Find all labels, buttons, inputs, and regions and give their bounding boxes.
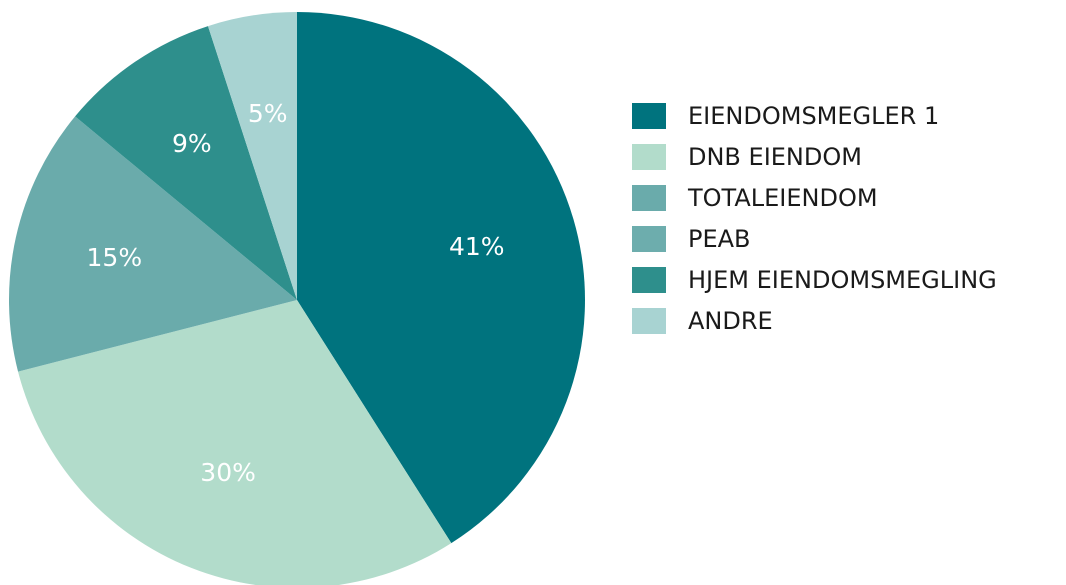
pie-slice [9, 116, 297, 372]
slice-label: 15% [87, 243, 143, 272]
legend-label: EIENDOMSMEGLER 1 [688, 102, 939, 130]
legend-label: DNB EIENDOM [688, 143, 862, 171]
legend-label: ANDRE [688, 307, 773, 335]
legend-swatch [632, 226, 666, 252]
pie-slice [208, 12, 297, 300]
slice-label: 5% [248, 99, 288, 128]
pie-slice [75, 116, 297, 300]
slice-label: 9% [172, 129, 212, 158]
legend-label: TOTALEIENDOM [687, 184, 878, 212]
slice-label: 41% [449, 232, 505, 261]
legend-swatch [632, 185, 666, 211]
legend-label: PEAB [688, 225, 751, 253]
pie-slice [297, 12, 585, 544]
pie-slice [18, 300, 452, 585]
slice-label: 30% [200, 458, 256, 487]
legend-swatch [632, 267, 666, 293]
pie-slice [75, 26, 297, 300]
legend-swatch [632, 308, 666, 334]
legend-label: HJEM EIENDOMSMEGLING [688, 266, 997, 294]
legend-swatch [632, 103, 666, 129]
legend-swatch [632, 144, 666, 170]
